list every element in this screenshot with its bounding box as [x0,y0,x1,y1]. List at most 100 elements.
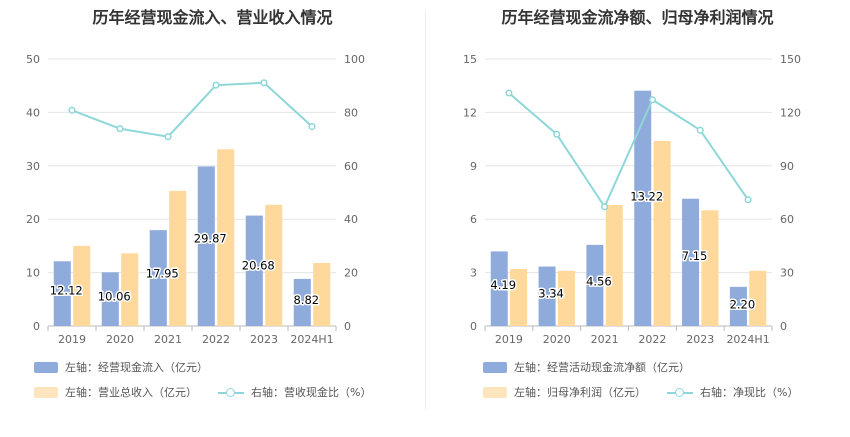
bar-series1 [149,230,167,326]
legend-label: 左轴：经营现金流入（亿元） [65,361,208,374]
line-point [601,203,609,211]
y-left-tick-label: 15 [463,53,477,66]
legend-swatch [667,387,693,398]
line-point [164,133,172,141]
bar-value-label: 20.68 [242,258,275,272]
line-series [71,81,313,138]
chart-title-left: 历年经营现金流入、营业收入情况 [92,8,333,27]
y-right-tick-label: 0 [344,320,351,333]
line-series [508,92,749,209]
line-point [308,123,316,131]
bar-series1 [538,266,556,326]
legend-item-right-bar1[interactable]: 左轴：经营活动现金流净额（亿元） [483,359,690,375]
legend-label: 左轴：归母净利润（亿元） [514,386,646,399]
bar-value-label: 3.34 [538,286,564,300]
bar-series1 [490,251,508,326]
x-tick-label: 2023 [250,333,278,346]
bar-series2 [510,269,528,326]
y-right-tick-label: 90 [780,160,794,173]
line-point [260,79,268,87]
bar-series2 [701,210,719,326]
chart-panel-right: 历年经营现金流净额、归母净利润情况 0 3 6 9 12 15 0 30 60 90 120 150 2… [425,0,850,437]
y-left-tick-label: 12 [463,106,477,119]
bar-series1 [101,272,119,326]
y-left-tick-label: 0 [470,320,477,333]
bar-series1 [293,278,311,326]
legend-swatch [483,361,507,373]
legend-item-right-bar2[interactable]: 左轴：归母净利润（亿元） [483,384,646,400]
bar-series1 [245,215,263,326]
x-tick-label: 2021 [591,333,619,346]
y-right-tick-label: 150 [780,53,801,66]
y-right-tick-label: 20 [344,267,358,280]
y-left-tick-label: 6 [470,213,477,226]
legend-label: 左轴：营业总收入（亿元） [65,386,197,399]
chart-title-right: 历年经营现金流净额、归母净利润情况 [501,8,774,27]
bar-value-label: 4.56 [586,274,612,288]
legend-item-left-bar2[interactable]: 左轴：营业总收入（亿元） [34,384,197,400]
bar-series1 [586,244,604,326]
x-tick-label: 2021 [154,333,182,346]
x-tick-label: 2020 [543,333,571,346]
bar-value-label: 2.20 [730,297,756,311]
y-right-tick-label: 60 [780,213,794,226]
bar-value-label: 17.95 [146,266,179,280]
bar-series2 [749,270,767,326]
legend-swatch [218,387,244,398]
bar-series2 [217,149,235,326]
bar-series2 [73,245,91,326]
bar-series2 [169,190,187,326]
y-right-tick-label: 120 [780,106,801,119]
x-tick-label: 2020 [106,333,134,346]
bar-series1 [53,261,71,326]
y-left-tick-label: 20 [26,213,40,226]
x-tick-label: 2022 [638,333,666,346]
legend-item-left-bar1[interactable]: 左轴：经营现金流入（亿元） [34,359,208,375]
line-point [212,81,220,89]
bar-value-label: 13.22 [630,190,663,204]
legend-item-left-line[interactable]: 右轴：营收现金比（%） [218,384,371,400]
line-point [553,130,561,138]
x-tick-label: 2024H1 [726,333,769,346]
bar-series1 [197,166,215,326]
bar-series1 [634,90,652,327]
y-left-tick-label: 0 [33,320,40,333]
y-right-tick-label: 100 [344,53,365,66]
x-tick-label: 2019 [58,333,86,346]
panel-divider [425,10,426,410]
bar-value-label: 4.19 [490,278,516,292]
chart-panel-left: 历年经营现金流入、营业收入情况 0 10 20 30 40 50 0 20 40 60 80 100 2… [26,8,371,400]
y-right-tick-label: 60 [344,160,358,173]
legend-label: 左轴：经营活动现金流净额（亿元） [514,361,690,374]
legend-label: 右轴：营收现金比（%） [251,386,372,399]
line-point [68,106,76,114]
legend-item-right-line[interactable]: 右轴：净现比（%） [667,384,798,400]
bar-series2 [605,204,623,326]
y-left-tick-label: 50 [26,53,40,66]
x-tick-label: 2024H1 [290,333,333,346]
bar-series2 [653,140,671,326]
y-left-tick-label: 9 [470,160,477,173]
line-point [505,89,513,97]
bar-series1 [729,286,747,326]
bar-value-label: 12.12 [50,283,83,297]
x-tick-label: 2022 [202,333,230,346]
legend-swatch [34,386,58,398]
line-point [744,196,752,204]
legend-swatch [483,386,507,398]
bar-value-label: 8.82 [293,293,319,307]
line-point [116,125,124,133]
y-right-tick-label: 0 [780,320,787,333]
y-right-tick-label: 40 [344,213,358,226]
y-left-tick-label: 30 [26,160,40,173]
bar-series1 [682,198,700,326]
line-point [696,126,704,134]
y-left-tick-label: 3 [470,267,477,280]
y-right-tick-label: 80 [344,106,358,119]
bar-value-label: 29.87 [194,231,227,245]
bar-series2 [313,262,331,326]
bar-series2 [121,253,139,326]
bar-value-label: 7.15 [682,249,708,263]
